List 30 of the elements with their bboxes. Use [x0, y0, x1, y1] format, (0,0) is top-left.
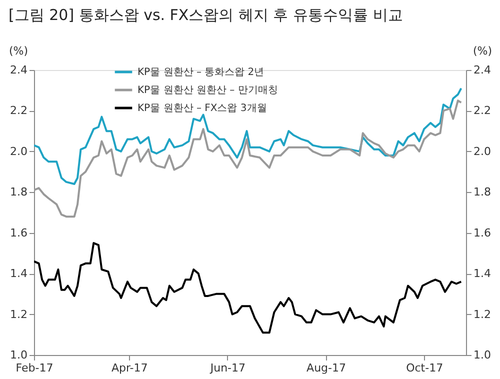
y2-tick-label: 1.8	[474, 186, 491, 199]
line-series	[34, 242, 462, 334]
y-tick-label: 1.6	[10, 226, 28, 240]
y2-tick-label: 1.0	[474, 348, 491, 362]
legend-label: KP물 원환산 – FX스왑 3개월	[138, 103, 267, 114]
chart-title: [그림 20] 통화스왑 vs. FX스왑의 헤지 후 유통수익률 비교	[8, 6, 403, 24]
x-tick-label: Oct-17	[406, 362, 444, 374]
y-tick-label: 1.8	[10, 186, 28, 199]
y-tick-label: 2.0	[10, 144, 28, 158]
y-tick-label: 1.2	[10, 308, 28, 321]
legend-label: KP물 원환산 – 통화스왑 2년	[138, 67, 264, 78]
x-tick-label: Jun-17	[209, 362, 246, 374]
y-tick-label: 1.4	[10, 267, 28, 280]
y2-tick-label: 1.2	[474, 308, 491, 321]
y2-tick-label: 2.0	[474, 144, 491, 158]
y-axis-title: (%)	[8, 44, 28, 58]
line-series	[34, 100, 462, 218]
y2-tick-label: 2.4	[474, 64, 491, 76]
y-tick-label: 1.0	[10, 348, 28, 362]
y2-tick-label: 2.2	[474, 104, 491, 118]
y-tick-label: 2.2	[10, 104, 28, 118]
y2-tick-label: 1.4	[474, 267, 491, 280]
line-series	[34, 87, 462, 185]
y2-tick-label: 1.6	[474, 226, 491, 240]
x-tick-label: Apr-17	[111, 362, 148, 374]
y2-axis-title: (%)	[472, 44, 492, 58]
y-tick-label: 2.4	[10, 64, 28, 76]
x-tick-label: Aug-17	[306, 362, 346, 374]
legend-label: KP물 원환산 원환산 – 만기매칭	[138, 85, 278, 96]
x-tick-label: Feb-17	[16, 362, 54, 374]
